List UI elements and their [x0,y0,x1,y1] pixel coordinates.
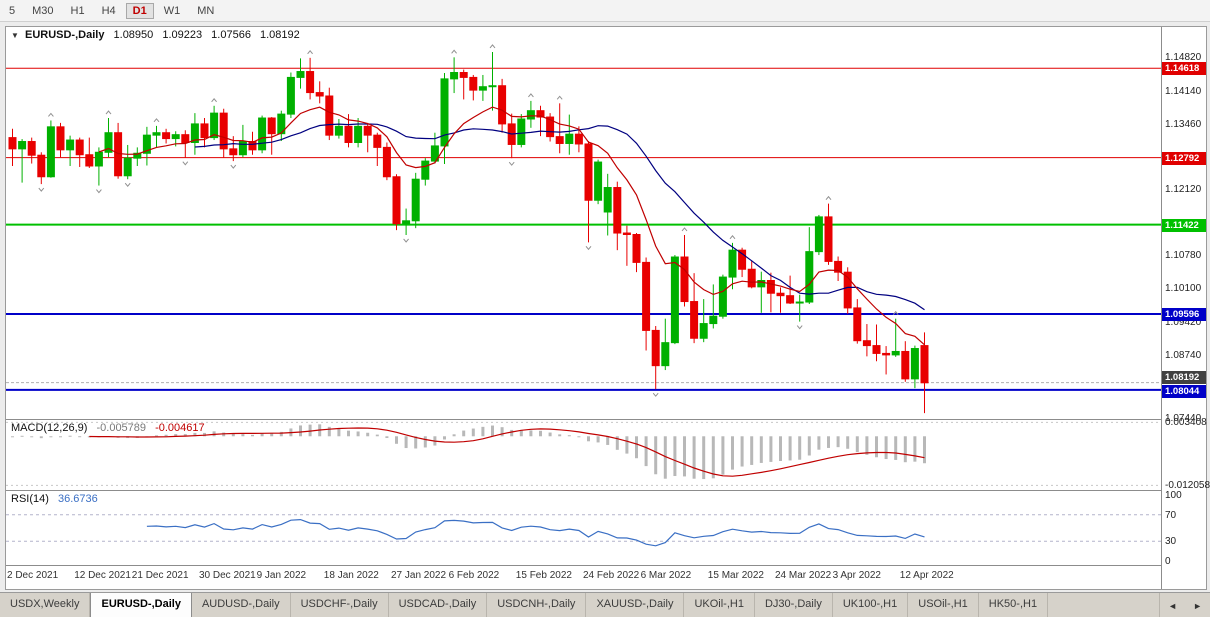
timeframe-button-m30[interactable]: M30 [32,4,54,17]
price-tick-label: 1.13460 [1165,118,1202,130]
macd-tick-label: 0.003408 [1165,417,1207,429]
chart-title: ▼ EURUSD-,Daily 1.08950 1.09223 1.07566 … [11,29,300,41]
ohlc-open: 1.08950 [113,29,154,41]
price-tick-label: 1.12120 [1165,184,1202,196]
tab-scroll-controls: ◄ ► [1159,593,1210,617]
timeframe-button-h1[interactable]: H1 [70,4,85,17]
chart-window: ▼ EURUSD-,Daily 1.08950 1.09223 1.07566 … [0,22,1210,592]
time-axis-label: 12 Apr 2022 [899,570,954,581]
ohlc-close: 1.08192 [260,29,300,41]
macd-value-signal: -0.004617 [155,422,205,434]
chart-tab-usoil-h1[interactable]: USOil-,H1 [908,593,979,617]
candlestick-chart[interactable] [6,27,1161,419]
price-tick-label: 1.14820 [1165,52,1202,64]
price-axis: 1.14820 1.14140 1.13460 1.12120 1.10780 1.101… [1161,27,1210,589]
chart-tab-audusd-daily[interactable]: AUDUSD-,Daily [192,593,291,617]
time-axis-label: 30 Dec 2021 [199,570,256,581]
macd-indicator-label: MACD(12,26,9) -0.005789 -0.004617 [11,422,205,434]
chart-tab-usdchf-daily[interactable]: USDCHF-,Daily [291,593,389,617]
panel-separator[interactable] [6,490,1206,491]
time-axis: 2 Dec 2021 12 Dec 2021 21 Dec 2021 30 Dec 2… [6,566,1161,588]
rsi-indicator-panel[interactable] [6,491,1161,565]
chart-tab-dj30-daily[interactable]: DJ30-,Daily [755,593,833,617]
ohlc-low: 1.07566 [211,29,251,41]
chart-tab-xauusd-daily[interactable]: XAUUSD-,Daily [586,593,685,617]
price-tick-label: 1.07440 [1165,413,1202,425]
current-price-label: 1.08192 [1162,370,1206,384]
timeframe-button-mn[interactable]: MN [197,4,215,17]
chart-tabs: USDX,Weekly EURUSD-,Daily AUDUSD-,Daily USD… [0,593,1049,617]
rsi-indicator-label: RSI(14) 36.6736 [11,493,98,505]
chart-area: ▼ EURUSD-,Daily 1.08950 1.09223 1.07566 … [5,26,1210,590]
level-price-label: 1.08044 [1162,384,1206,398]
rsi-tick-label: 30 [1165,536,1177,548]
chart-tab-hk50-h1[interactable]: HK50-,H1 [979,593,1049,617]
time-axis-label: 6 Mar 2022 [640,570,692,581]
price-tick-label: 1.08740 [1165,349,1202,361]
rsi-tick-label: 0 [1165,556,1171,567]
time-axis-label: 9 Jan 2022 [256,570,307,581]
price-tick-label: 1.09420 [1165,316,1202,328]
ohlc-high: 1.09223 [162,29,203,41]
chart-tab-usdcad-daily[interactable]: USDCAD-,Daily [389,593,488,617]
timeframe-button-5[interactable]: 5 [9,4,16,17]
tab-scroll-left-button[interactable]: ◄ [1168,600,1178,611]
price-tick-label: 1.10780 [1165,250,1202,262]
chart-symbol-label: EURUSD-,Daily [24,29,105,41]
macd-tick-label: -0.012058 [1165,480,1210,492]
level-price-label: 1.14618 [1162,62,1206,76]
price-tick-label: 1.10100 [1165,283,1202,295]
time-axis-label: 18 Jan 2022 [323,570,379,581]
tab-scroll-right-button[interactable]: ► [1193,600,1202,611]
chart-tab-bar: USDX,Weekly EURUSD-,Daily AUDUSD-,Daily USD… [0,592,1210,617]
time-axis-label: 21 Dec 2021 [131,570,189,581]
time-axis-label: 3 Apr 2022 [832,570,881,581]
rsi-title: RSI(14) [11,493,49,505]
time-axis-label: 24 Mar 2022 [775,570,832,581]
chart-tab-usdx-weekly[interactable]: USDX,Weekly [0,593,91,617]
chart-tab-ukoil-h1[interactable]: UKOil-,H1 [684,593,755,617]
rsi-tick-label: 70 [1165,509,1177,521]
rsi-value: 36.6736 [57,493,98,505]
chevron-down-icon[interactable]: ▼ [11,31,19,40]
time-axis-label: 12 Dec 2021 [74,570,131,581]
macd-value-main: -0.005789 [96,422,147,434]
macd-title: MACD(12,26,9) [11,422,88,434]
time-axis-label: 6 Feb 2022 [448,570,500,581]
level-price-label: 1.09596 [1162,307,1206,321]
level-price-label: 1.11422 [1162,218,1206,232]
rsi-tick-label: 100 [1165,490,1182,501]
chart-tab-usdcnh-daily[interactable]: USDCNH-,Daily [487,593,587,617]
time-axis-label: 24 Feb 2022 [583,570,640,581]
macd-indicator-panel[interactable] [6,420,1161,490]
chart-tab-eurusd-daily[interactable]: EURUSD-,Daily [90,593,192,617]
panel-separator[interactable] [6,419,1206,420]
timeframe-toolbar: 5 M30 H1 H4 D1 W1 MN [0,0,1210,22]
time-axis-label: 15 Feb 2022 [515,570,572,581]
chart-tab-uk100-h1[interactable]: UK100-,H1 [833,593,909,617]
time-axis-label: 2 Dec 2021 [7,570,59,581]
timeframe-button-d1[interactable]: D1 [125,2,154,19]
timeframe-button-w1[interactable]: W1 [163,4,181,17]
time-axis-label: 27 Jan 2022 [391,570,447,581]
time-axis-label: 15 Mar 2022 [707,570,764,581]
panel-separator[interactable] [6,565,1206,566]
timeframe-button-h4[interactable]: H4 [101,4,116,17]
level-price-label: 1.12792 [1162,151,1206,165]
price-tick-label: 1.14140 [1165,85,1202,97]
